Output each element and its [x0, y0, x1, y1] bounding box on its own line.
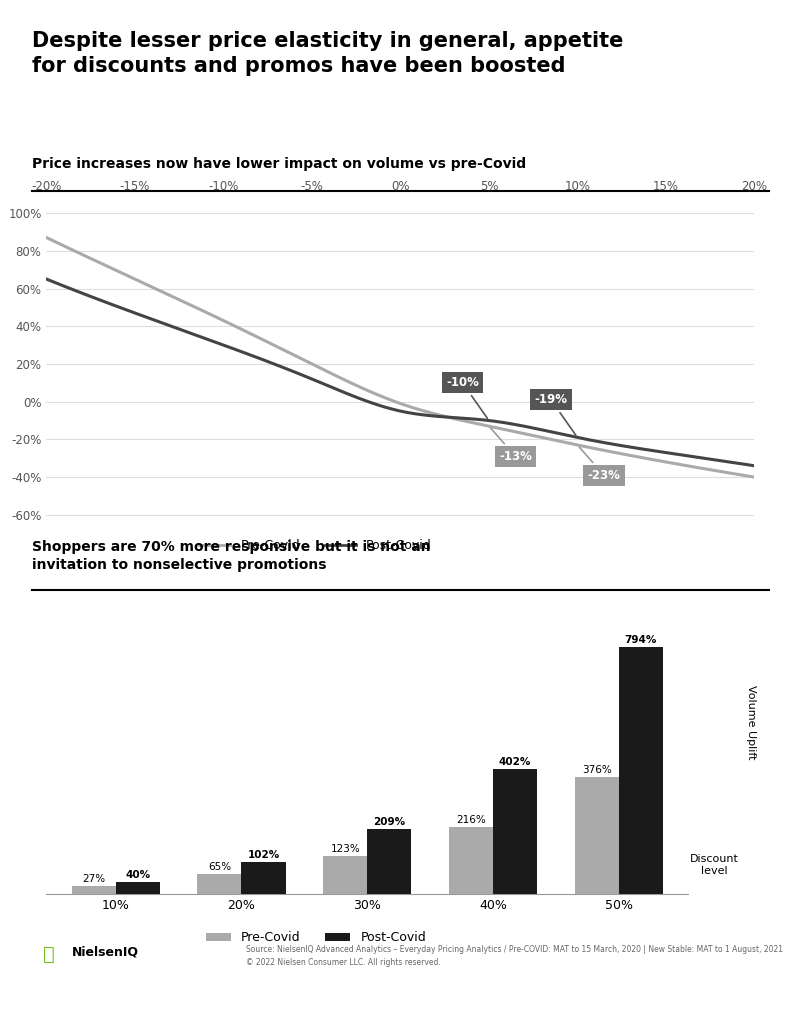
Text: ⸪: ⸪ — [43, 945, 55, 964]
Text: Despite lesser price elasticity in general, appetite
for discounts and promos ha: Despite lesser price elasticity in gener… — [32, 31, 623, 77]
Text: NielsenIQ: NielsenIQ — [72, 945, 140, 959]
Text: Shoppers are 70% more responsive but it is not an
invitation to nonselective pro: Shoppers are 70% more responsive but it … — [32, 540, 431, 572]
Text: Source: NielsenIQ Advanced Analytics – Everyday Pricing Analytics / Pre-COVID: M: Source: NielsenIQ Advanced Analytics – E… — [246, 945, 783, 967]
Text: Discount
level: Discount level — [689, 854, 738, 876]
Text: Price increases now have lower impact on volume vs pre-Covid: Price increases now have lower impact on… — [32, 158, 526, 171]
Text: Volume Uplift: Volume Uplift — [745, 685, 756, 760]
